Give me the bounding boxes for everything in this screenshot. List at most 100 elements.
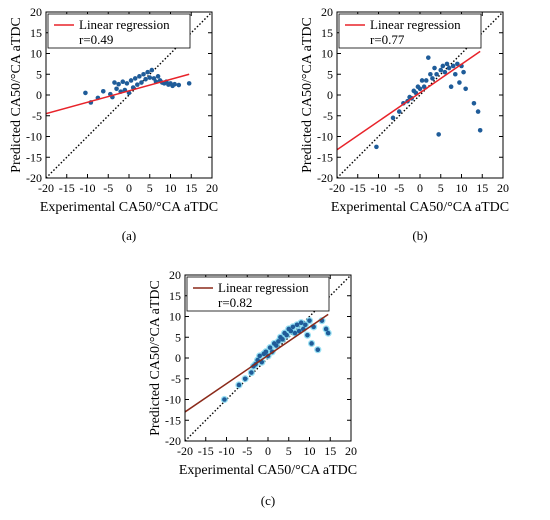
data-point — [315, 347, 321, 353]
data-point — [83, 90, 88, 96]
x-tick-label: 10 — [456, 181, 468, 195]
data-point — [124, 81, 130, 86]
data-point — [176, 82, 182, 88]
x-tick-label: 0 — [265, 444, 271, 458]
regression-line — [185, 313, 329, 413]
data-point — [440, 63, 446, 69]
data-point — [428, 71, 433, 77]
data-point — [257, 353, 263, 359]
data-point — [288, 328, 294, 334]
plot-area — [185, 275, 351, 441]
data-point — [143, 76, 148, 82]
data-point — [303, 322, 308, 328]
data-point — [475, 109, 481, 114]
data-point — [236, 382, 242, 388]
x-axis-label: Experimental CA50/°CA aTDC — [179, 463, 357, 478]
data-point — [471, 101, 477, 106]
y-axis-label: Predicted CA50/°CA aTDC — [300, 17, 315, 173]
x-tick-label: 5 — [147, 181, 153, 195]
identity-line — [337, 12, 503, 178]
x-tick-label: -20 — [177, 444, 193, 458]
x-tick-label: -10 — [219, 444, 235, 458]
y-tick-label: 10 — [169, 310, 181, 324]
y-tick-label: -5 — [323, 109, 333, 123]
y-tick-label: 20 — [30, 5, 42, 19]
x-tick-label: -5 — [103, 181, 113, 195]
y-tick-label: -15 — [165, 413, 181, 427]
data-point — [442, 69, 448, 75]
data-point — [249, 370, 254, 375]
regression-line — [337, 50, 481, 151]
data-point — [446, 65, 452, 71]
panel-b: -20 -15 -10 -5 0 5 10 15 20 -20 -15 -10 -5 0 5 10 15 20 Ex… — [300, 5, 509, 243]
legend-r-value: r=0.82 — [218, 295, 252, 310]
y-tick-label: 0 — [175, 351, 181, 365]
x-tick-label: -10 — [371, 181, 387, 195]
y-tick-label: 20 — [321, 5, 333, 19]
x-tick-label: 5 — [286, 444, 292, 458]
data-point — [325, 330, 331, 336]
legend-entry: Linear regression — [370, 17, 461, 32]
y-tick-label: -15 — [26, 150, 42, 164]
data-point — [477, 127, 483, 133]
y-tick-label: -20 — [26, 171, 42, 185]
data-point — [417, 86, 423, 92]
data-point — [452, 71, 458, 77]
data-point — [390, 115, 396, 121]
data-point — [172, 81, 177, 87]
y-tick-label: -5 — [32, 109, 42, 123]
y-tick-label: -10 — [165, 393, 181, 407]
y-axis-label: Predicted CA50/°CA aTDC — [148, 280, 163, 436]
data-point — [274, 343, 279, 348]
data-point — [438, 67, 444, 73]
data-point — [141, 71, 146, 77]
data-point — [305, 332, 310, 338]
data-point — [100, 88, 106, 94]
panel-caption: (b) — [412, 228, 427, 243]
y-tick-label: 15 — [321, 26, 333, 40]
data-point — [423, 78, 429, 83]
data-point — [419, 78, 425, 83]
data-point — [155, 74, 161, 79]
data-point — [296, 328, 302, 334]
data-point — [290, 324, 296, 330]
data-point — [128, 78, 134, 83]
legend-box — [47, 13, 191, 49]
panel-c: -20 -15 -10 -5 0 5 10 15 20 -20 -15 -10 -5 0 5 10 15 20 Ex… — [148, 268, 357, 508]
data-point — [436, 132, 441, 137]
y-axis-label: Predicted CA50/°CA aTDC — [9, 17, 24, 173]
x-tick-label: 15 — [185, 181, 197, 195]
data-point — [432, 65, 437, 71]
identity-line — [46, 12, 212, 178]
x-tick-label: 0 — [417, 181, 423, 195]
x-tick-label: 10 — [165, 181, 177, 195]
data-point — [323, 326, 329, 332]
data-point — [434, 71, 439, 77]
data-point — [284, 332, 289, 338]
x-tick-label: -15 — [350, 181, 366, 195]
data-point — [276, 339, 281, 344]
x-tick-label: 15 — [324, 444, 336, 458]
y-tick-label: 5 — [175, 330, 181, 344]
y-tick-label: 0 — [36, 88, 42, 102]
data-point — [186, 81, 192, 86]
data-point — [292, 330, 298, 336]
data-point — [267, 345, 273, 350]
data-point — [114, 86, 119, 92]
legend-entry: Linear regression — [218, 280, 309, 295]
data-point — [448, 84, 454, 89]
y-tick-label: 20 — [169, 268, 181, 282]
data-point — [112, 80, 117, 85]
y-tick-label: -5 — [171, 372, 181, 386]
x-tick-label: 20 — [497, 181, 509, 195]
x-tick-label: 10 — [304, 444, 316, 458]
data-point — [242, 376, 248, 382]
x-tick-label: 20 — [206, 181, 218, 195]
x-tick-label: -15 — [59, 181, 75, 195]
panel-caption: (c) — [261, 493, 275, 508]
panel-caption: (a) — [122, 228, 136, 243]
x-tick-label: 15 — [476, 181, 488, 195]
